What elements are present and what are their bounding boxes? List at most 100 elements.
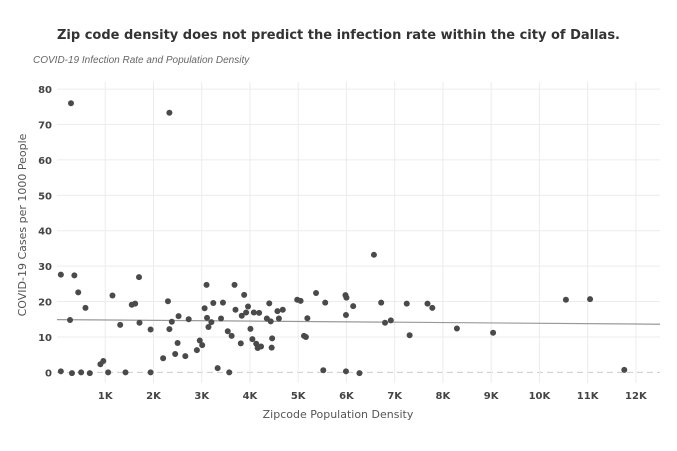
x-tick-label: 2K	[146, 391, 162, 402]
x-tick-label: 10K	[529, 391, 552, 402]
data-point	[109, 292, 116, 299]
y-tick-label: 60	[38, 156, 52, 167]
data-point	[406, 332, 413, 339]
trendline	[56, 319, 661, 325]
y-tick-label: 70	[38, 120, 52, 131]
data-point	[387, 317, 394, 324]
data-point	[250, 309, 257, 316]
data-point	[342, 312, 349, 319]
x-tick-label: 3K	[194, 391, 210, 402]
data-point	[196, 337, 203, 344]
data-point	[256, 309, 263, 316]
y-tick-label: 20	[38, 298, 52, 309]
data-point	[245, 303, 252, 310]
data-point	[86, 370, 93, 377]
data-point	[322, 299, 329, 306]
data-point	[203, 281, 210, 288]
x-axis-title: Zipcode Population Density	[263, 408, 414, 421]
data-point	[71, 272, 78, 279]
data-point	[232, 306, 239, 313]
y-tick-label: 10	[38, 333, 52, 344]
x-tick-label: 5K	[291, 391, 307, 402]
y-tick-label: 80	[38, 85, 52, 96]
data-point	[243, 309, 250, 316]
y-tick-label: 30	[38, 262, 52, 273]
data-point	[274, 308, 281, 315]
data-point	[621, 366, 628, 373]
data-point	[75, 289, 82, 296]
data-point	[132, 300, 139, 307]
data-point	[382, 319, 389, 326]
axis-ticks: 0 10 20 30 40 50 60 70 80 1K 2K 3K 4K 5K 6K 7K 8K 9K 10K 11…	[38, 85, 648, 402]
data-point	[356, 370, 363, 377]
data-point	[237, 340, 244, 347]
data-point	[453, 325, 460, 332]
y-tick-label: 50	[38, 191, 52, 202]
grid-lines	[57, 82, 660, 383]
x-tick-label: 7K	[387, 391, 403, 402]
data-point	[105, 369, 112, 376]
y-tick-label: 0	[45, 368, 52, 379]
data-point	[378, 299, 385, 306]
x-tick-label: 6K	[339, 391, 355, 402]
data-point	[350, 303, 357, 310]
data-point	[313, 290, 320, 297]
data-point	[201, 305, 208, 312]
data-point	[231, 281, 238, 288]
data-point	[343, 294, 350, 301]
data-point	[182, 353, 189, 360]
data-point	[68, 370, 75, 377]
x-tick-label: 12K	[625, 391, 648, 402]
data-point	[136, 319, 143, 326]
x-tick-label: 8K	[436, 391, 452, 402]
data-point	[279, 306, 286, 313]
x-tick-label: 9K	[484, 391, 500, 402]
data-point	[268, 344, 275, 351]
data-point	[205, 324, 212, 331]
data-point	[304, 315, 311, 322]
data-point	[67, 316, 74, 323]
data-point	[57, 368, 64, 375]
data-point	[214, 365, 221, 372]
data-point	[249, 336, 256, 343]
data-point	[266, 300, 273, 307]
data-point	[370, 251, 377, 258]
data-point	[320, 367, 327, 374]
data-points	[57, 100, 628, 377]
data-point	[297, 297, 304, 304]
data-point	[166, 326, 173, 333]
data-point	[342, 368, 349, 375]
data-point	[164, 298, 171, 305]
data-point	[238, 312, 245, 319]
data-point	[219, 299, 226, 306]
data-point	[175, 313, 182, 320]
data-point	[562, 296, 569, 303]
data-point	[241, 291, 248, 298]
data-point	[100, 358, 107, 365]
data-point	[403, 300, 410, 307]
data-point	[247, 325, 254, 332]
data-point	[210, 299, 217, 306]
data-point	[147, 369, 154, 376]
data-point	[275, 315, 282, 322]
data-point	[204, 314, 211, 321]
x-tick-label: 11K	[577, 391, 600, 402]
trendline-group	[56, 319, 661, 325]
data-point	[199, 342, 206, 349]
x-tick-label: 1K	[98, 391, 114, 402]
data-point	[160, 355, 167, 362]
data-point	[82, 304, 89, 311]
data-point	[166, 109, 173, 116]
data-point	[267, 318, 274, 325]
data-point	[193, 347, 200, 354]
data-point	[136, 274, 143, 281]
data-point	[168, 318, 175, 325]
data-point	[218, 315, 225, 322]
data-point	[78, 369, 85, 376]
data-point	[269, 335, 276, 342]
data-point	[258, 343, 265, 350]
data-point	[429, 304, 436, 311]
data-point	[208, 319, 215, 326]
y-axis-title: COVID-19 Cases per 1000 People	[16, 133, 29, 316]
